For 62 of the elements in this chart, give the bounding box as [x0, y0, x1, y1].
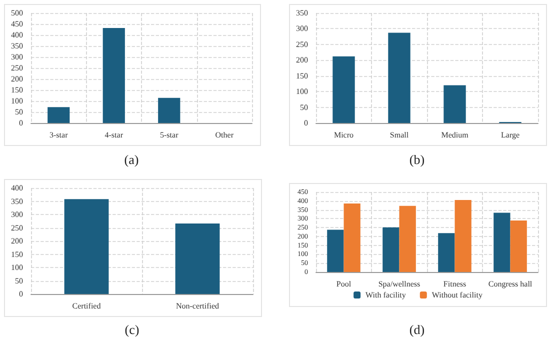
- y-tick-label: 350: [11, 196, 23, 206]
- bar: [438, 233, 455, 272]
- y-tick-label: 400: [11, 184, 23, 192]
- y-tick-label: 50: [15, 108, 23, 116]
- y-tick-label: 400: [11, 30, 23, 40]
- x-tick-label: Medium: [441, 130, 470, 140]
- y-tick-label: 50: [300, 102, 308, 112]
- y-tick-label: 350: [296, 8, 308, 18]
- y-tick-label: 200: [11, 236, 23, 246]
- text: (d): [408, 322, 426, 338]
- y-tick-label: 100: [296, 87, 308, 96]
- x-tick-label: Pool: [336, 280, 352, 288]
- y-tick-label: 450: [11, 20, 23, 28]
- x-tick-label: 3-star: [50, 130, 68, 140]
- y-tick-label: 0: [304, 118, 308, 128]
- text: (b): [408, 152, 426, 168]
- legend-label: With facility: [366, 290, 406, 300]
- text: (c): [124, 322, 140, 338]
- y-tick-label: 150: [296, 71, 308, 80]
- y-tick-label: 0: [19, 290, 23, 298]
- bar: [48, 107, 70, 123]
- x-tick-label: Non-certified: [176, 302, 220, 310]
- x-tick-label: Micro: [334, 130, 354, 140]
- y-tick-label: 0: [19, 118, 23, 128]
- bar: [382, 227, 400, 272]
- bar: [494, 212, 510, 272]
- bar: [327, 230, 344, 272]
- y-tick-label: 250: [11, 64, 23, 72]
- x-tick-label: Fitness: [443, 280, 466, 288]
- y-tick-label: 200: [296, 56, 308, 65]
- x-tick-label: 4-star: [104, 130, 124, 140]
- x-tick-label: Certified: [72, 302, 101, 310]
- bar: [510, 220, 527, 272]
- y-tick-label: 250: [11, 223, 23, 232]
- bar: [344, 204, 360, 272]
- legend-label: Without facility: [432, 290, 482, 300]
- bar: [332, 56, 355, 123]
- bar: [444, 85, 466, 123]
- y-tick-label: 350: [11, 42, 23, 50]
- bar: [102, 28, 125, 123]
- y-tick-label: 100: [11, 96, 23, 106]
- bar: [454, 200, 472, 272]
- x-tick-label: Other: [215, 130, 234, 140]
- y-tick-label: 300: [11, 210, 23, 219]
- text: (a): [123, 152, 140, 168]
- y-tick-label: 100: [11, 263, 23, 272]
- x-tick-label: Congress hall: [488, 280, 533, 288]
- x-tick-label: 5-star: [160, 130, 179, 140]
- y-tick-label: 300: [296, 24, 308, 34]
- bar: [388, 32, 410, 123]
- y-tick-label: 50: [15, 276, 23, 286]
- x-tick-label: Spa/wellness: [378, 280, 420, 288]
- y-tick-label: 500: [11, 8, 23, 18]
- y-tick-label: 150: [11, 86, 23, 94]
- y-tick-label: 150: [11, 250, 23, 259]
- x-tick-label: Small: [390, 130, 410, 140]
- bar: [158, 98, 180, 123]
- bar: [399, 206, 416, 272]
- y-tick-label: 300: [11, 52, 23, 62]
- y-tick-label: 200: [11, 74, 23, 84]
- y-tick-label: 250: [296, 40, 308, 49]
- x-tick-label: Large: [500, 130, 520, 140]
